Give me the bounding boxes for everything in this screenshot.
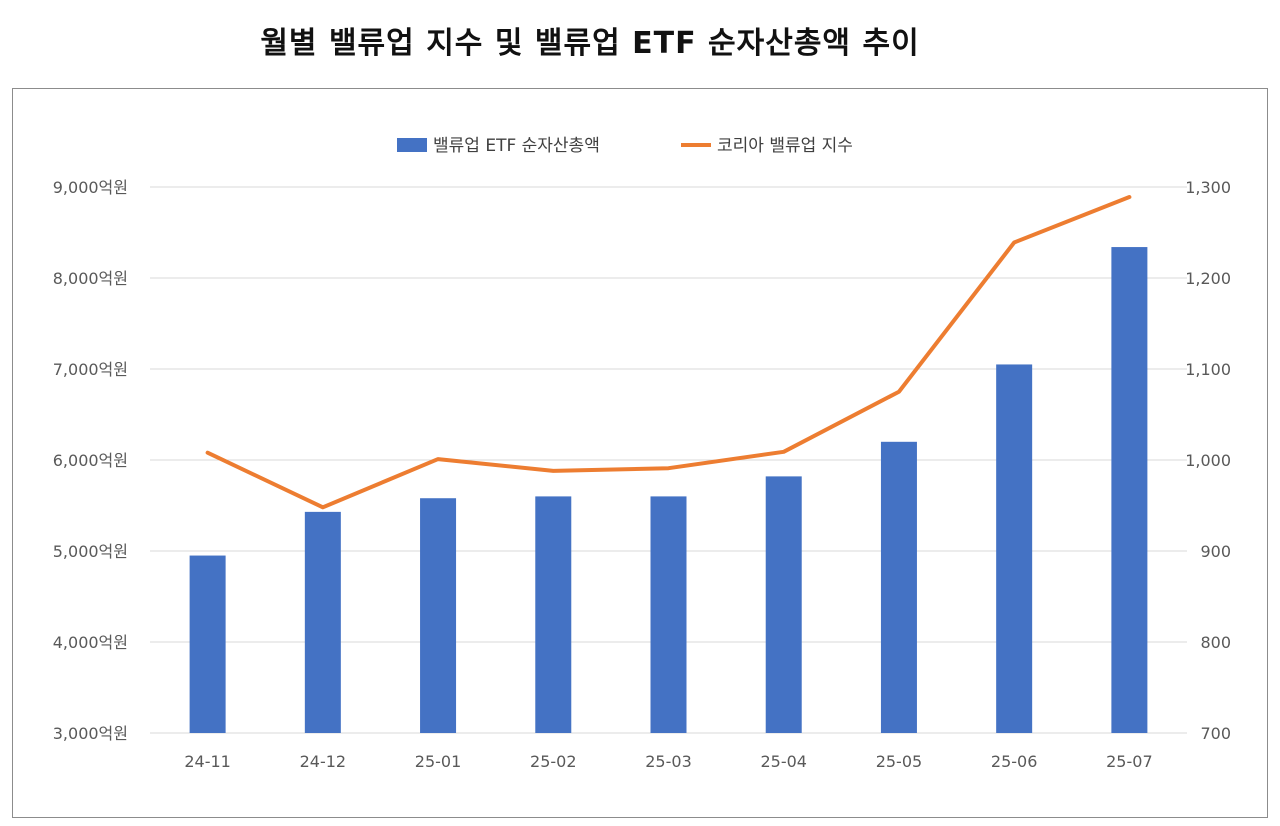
right-tick-label: 1,300 xyxy=(1185,178,1231,197)
x-axis-ticks: 24-11 24-12 25-01 25-02 25-03 25-04 25-05 25-06… xyxy=(184,752,1152,771)
left-tick-label: 7,000억원 xyxy=(53,360,128,379)
bar xyxy=(1111,247,1148,733)
x-tick-label: 25-01 xyxy=(415,752,462,771)
right-tick-label: 1,100 xyxy=(1185,360,1231,379)
legend: 밸류업 ETF 순자산총액 코리아 밸류업 지수 xyxy=(397,136,853,156)
x-tick-label: 25-02 xyxy=(530,752,577,771)
legend-label-bar: 밸류업 ETF 순자산총액 xyxy=(433,136,600,156)
left-tick-label: 4,000억원 xyxy=(53,633,128,652)
line-point xyxy=(898,391,900,393)
x-tick-label: 24-12 xyxy=(300,752,347,771)
line-point xyxy=(1128,196,1130,198)
combo-chart: 3,000억원 4,000억원 5,000억원 6,000억원 7,000억원 8,000… xyxy=(53,136,1231,771)
legend-label-line: 코리아 밸류업 지수 xyxy=(717,136,853,156)
x-tick-label: 25-03 xyxy=(645,752,692,771)
x-tick-label: 25-07 xyxy=(1106,752,1153,771)
x-tick-label: 25-04 xyxy=(760,752,807,771)
left-tick-label: 3,000억원 xyxy=(53,724,128,743)
right-tick-label: 800 xyxy=(1200,633,1231,652)
x-tick-label: 24-11 xyxy=(184,752,231,771)
right-tick-label: 700 xyxy=(1200,724,1231,743)
left-tick-label: 8,000억원 xyxy=(53,269,128,288)
line-series xyxy=(205,195,1132,510)
line-point xyxy=(322,506,324,508)
right-tick-label: 900 xyxy=(1200,542,1231,561)
bar xyxy=(765,476,802,733)
bar-series xyxy=(189,247,1148,733)
bar xyxy=(996,364,1033,733)
line-point xyxy=(668,467,669,469)
left-axis-ticks: 3,000억원 4,000억원 5,000억원 6,000억원 7,000억원 8,000… xyxy=(53,178,128,743)
bar xyxy=(420,498,457,733)
bar xyxy=(189,555,226,733)
x-tick-label: 25-06 xyxy=(991,752,1038,771)
page-title: 월별 밸류업 지수 및 밸류업 ETF 순자산총액 추이 xyxy=(260,26,920,61)
left-tick-label: 9,000억원 xyxy=(53,178,128,197)
right-axis-ticks: 700 800 900 1,000 1,100 1,200 1,300 xyxy=(1185,178,1231,743)
left-tick-label: 6,000억원 xyxy=(53,451,128,470)
legend-swatch-bar xyxy=(397,138,427,152)
line-point xyxy=(207,452,209,454)
bar xyxy=(535,496,572,733)
line-point xyxy=(437,458,439,460)
line-point xyxy=(552,470,554,472)
line-point xyxy=(783,451,785,453)
bar xyxy=(650,496,687,733)
right-tick-label: 1,000 xyxy=(1185,451,1231,470)
line-point xyxy=(1013,242,1015,244)
bar xyxy=(880,441,917,733)
right-tick-label: 1,200 xyxy=(1185,269,1231,288)
chart-frame: 3,000억원 4,000억원 5,000억원 6,000억원 7,000억원 8,000… xyxy=(12,88,1268,818)
index-line xyxy=(205,195,1132,510)
left-tick-label: 5,000억원 xyxy=(53,542,128,561)
bar xyxy=(304,511,341,733)
x-tick-label: 25-05 xyxy=(876,752,923,771)
